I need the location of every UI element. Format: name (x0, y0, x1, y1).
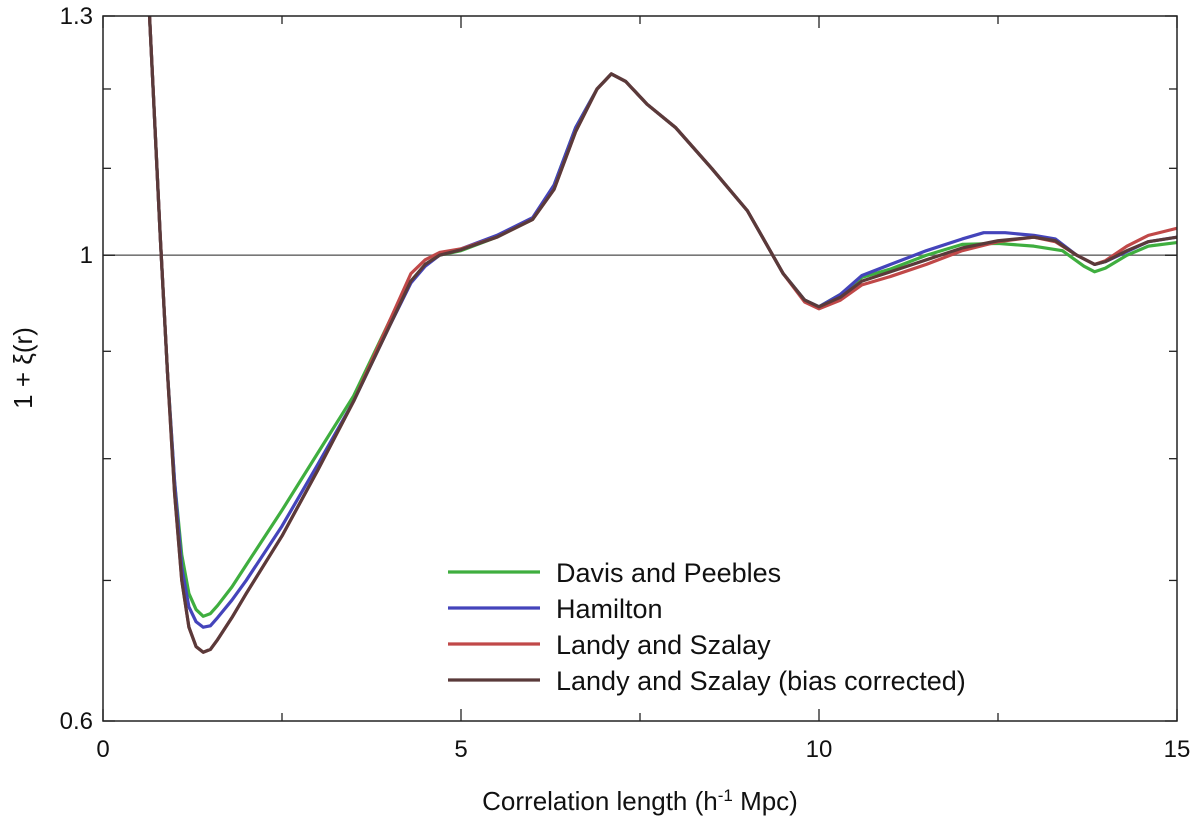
x-tick-label: 15 (1164, 736, 1191, 763)
axes: 0 5 10 15 0.6 1 1.3 (60, 3, 1191, 763)
y-tick-label: 0.6 (60, 708, 93, 735)
x-tick-label: 10 (806, 736, 833, 763)
y-tick-label: 1.3 (60, 3, 93, 30)
series-line-2 (147, 16, 1177, 629)
legend-label-1: Davis and Peebles (556, 558, 781, 588)
plot-area (103, 16, 1177, 654)
legend-label-2: Hamilton (556, 594, 663, 624)
series-line-1 (147, 16, 1177, 618)
series-line-4 (147, 16, 1177, 654)
y-tick-label: 1 (80, 242, 93, 269)
legend-label-4: Landy and Szalay (bias corrected) (556, 666, 966, 696)
legend-label-3: Landy and Szalay (556, 630, 771, 660)
x-axis-label: Correlation length (h-1 Mpc) (482, 786, 798, 817)
series-line-3 (147, 16, 1177, 654)
x-tick-label: 5 (454, 736, 467, 763)
y-axis-label: 1 + ξ(r) (8, 327, 38, 409)
legend: Davis and Peebles Hamilton Landy and Szala… (448, 558, 966, 696)
x-tick-label: 0 (96, 736, 109, 763)
